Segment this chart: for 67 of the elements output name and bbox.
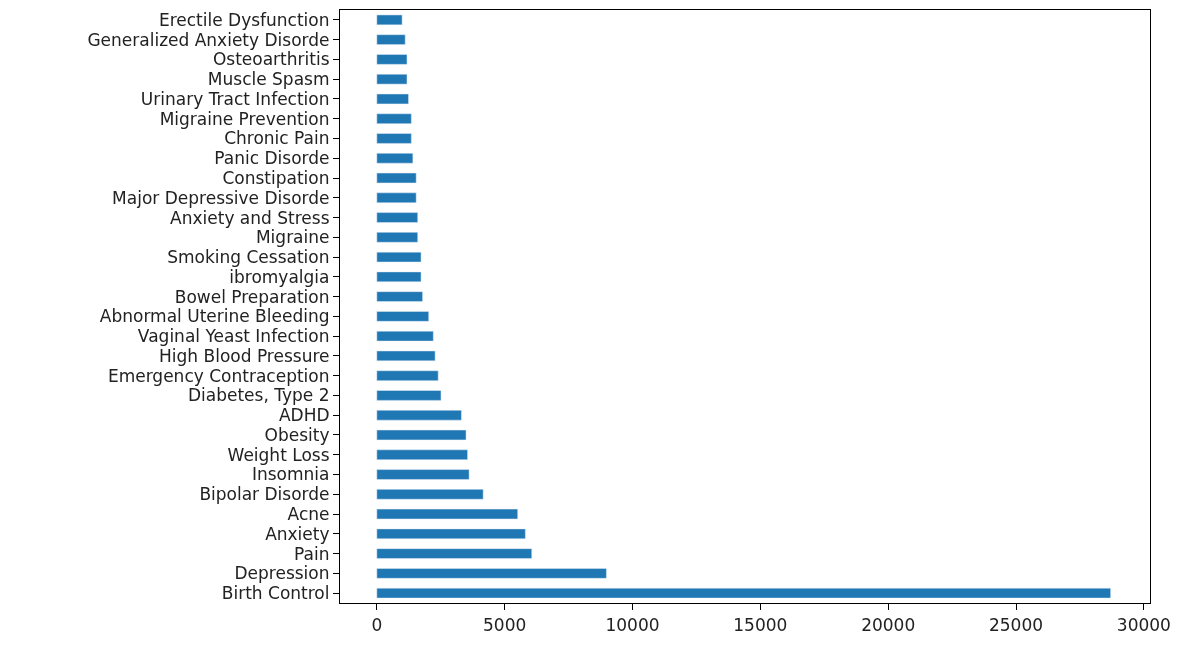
bar [376, 489, 484, 500]
bar [376, 232, 418, 243]
bar [376, 449, 468, 460]
bar [376, 311, 429, 322]
bar [376, 568, 607, 579]
x-tick-label: 20000 [861, 614, 916, 635]
bar [376, 54, 408, 65]
bar [376, 192, 417, 203]
bar [376, 212, 418, 223]
y-tick-label: Bowel Preparation [174, 286, 330, 307]
bar [376, 410, 462, 421]
y-tick-label: Abnormal Uterine Bleeding [99, 306, 330, 327]
x-tick-label: 5000 [483, 614, 527, 635]
y-tick-label: Generalized Anxiety Disorde [87, 29, 330, 50]
y-tick-label: Pain [294, 543, 330, 564]
bar [376, 14, 403, 26]
x-tick-label: 15000 [733, 614, 788, 635]
bar [376, 528, 526, 540]
y-tick-label: Muscle Spasm [207, 69, 330, 90]
bar [376, 113, 412, 124]
y-tick-label: ADHD [278, 405, 330, 426]
y-tick-label: Anxiety and Stress [170, 207, 330, 228]
bar [376, 429, 467, 441]
y-tick-label: ibromyalgia [229, 266, 330, 287]
y-tick-label: High Blood Pressure [159, 345, 330, 366]
y-tick-label: Migraine [255, 227, 330, 248]
bar [376, 93, 409, 105]
y-tick-label: Bipolar Disorde [199, 484, 330, 505]
bar [376, 350, 436, 362]
x-tick-label: 30000 [1116, 614, 1171, 635]
y-tick-label: Panic Disorde [214, 148, 330, 169]
bar [376, 291, 423, 302]
y-tick-label: Chronic Pain [224, 128, 330, 149]
bar [376, 251, 422, 263]
y-tick-label: Insomnia [251, 464, 330, 485]
y-tick-label: Weight Loss [227, 444, 330, 465]
y-tick-label: Migraine Prevention [159, 108, 330, 129]
bar [376, 34, 406, 45]
bar [376, 271, 422, 283]
x-tick-label: 0 [371, 614, 383, 635]
bar [376, 508, 518, 520]
y-tick-label: Diabetes, Type 2 [187, 385, 330, 406]
bar [376, 153, 414, 164]
y-tick-label: Major Depressive Disorde [112, 187, 330, 208]
bar [376, 73, 408, 85]
y-tick-label: Osteoarthritis [212, 49, 330, 70]
y-tick-label: Obesity [264, 424, 330, 445]
x-tick-label: 10000 [605, 614, 660, 635]
bar [376, 548, 533, 559]
y-tick-label: Vaginal Yeast Infection [137, 326, 330, 347]
y-tick-label: Smoking Cessation [167, 247, 330, 268]
y-tick-label: Birth Control [221, 583, 330, 604]
y-tick-label: Anxiety [265, 523, 330, 544]
y-tick-label: Acne [287, 504, 330, 524]
bar [376, 390, 442, 401]
y-tick-label: Urinary Tract Infection [140, 88, 330, 109]
y-tick-label: Emergency Contraception [107, 365, 330, 386]
y-tick-label: Erectile Dysfunction [158, 9, 330, 30]
bar [376, 330, 434, 342]
bar [376, 469, 470, 480]
bar [376, 370, 439, 381]
bar [376, 172, 417, 184]
y-tick-label: Constipation [222, 167, 330, 188]
x-tick-label: 25000 [988, 614, 1044, 635]
bar [376, 587, 1111, 599]
y-tick-label: Depression [234, 563, 330, 584]
bar [376, 133, 412, 144]
